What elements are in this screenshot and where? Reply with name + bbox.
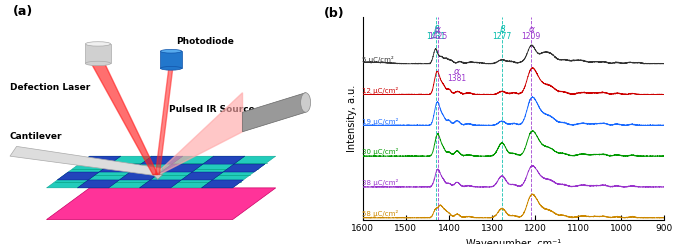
Text: 1425: 1425 (428, 31, 447, 41)
Polygon shape (161, 164, 203, 172)
Ellipse shape (161, 49, 182, 53)
Text: (b): (b) (323, 7, 344, 20)
Polygon shape (119, 172, 161, 180)
Polygon shape (10, 146, 163, 176)
Text: Pulsed IR Source: Pulsed IR Source (170, 105, 255, 114)
Text: 19 μC/cm²: 19 μC/cm² (362, 118, 398, 124)
Polygon shape (223, 164, 265, 172)
Ellipse shape (85, 61, 111, 66)
Polygon shape (92, 63, 158, 174)
Text: 1209: 1209 (521, 31, 541, 41)
Y-axis label: Intensity, a.u.: Intensity, a.u. (347, 85, 357, 152)
Polygon shape (203, 156, 245, 164)
Ellipse shape (85, 42, 111, 46)
Text: α: α (528, 24, 534, 33)
Ellipse shape (300, 93, 311, 112)
Polygon shape (141, 156, 183, 164)
Text: 12 μC/cm²: 12 μC/cm² (362, 87, 398, 94)
Text: 1277: 1277 (492, 31, 512, 41)
Text: 1381: 1381 (447, 74, 466, 83)
X-axis label: Wavenumber, cm⁻¹: Wavenumber, cm⁻¹ (466, 239, 561, 244)
Polygon shape (155, 93, 243, 174)
Polygon shape (155, 68, 173, 174)
Text: 1431: 1431 (426, 31, 445, 41)
Polygon shape (77, 180, 119, 188)
Polygon shape (161, 51, 182, 68)
Text: 38 μC/cm²: 38 μC/cm² (362, 179, 398, 186)
Polygon shape (58, 172, 99, 180)
Polygon shape (79, 156, 121, 164)
Polygon shape (99, 164, 141, 172)
Polygon shape (140, 180, 181, 188)
Text: Cantilever: Cantilever (10, 132, 62, 141)
Polygon shape (181, 172, 223, 180)
Polygon shape (47, 156, 276, 188)
Text: Defection Laser: Defection Laser (10, 83, 90, 92)
Text: α: α (454, 67, 460, 76)
Polygon shape (47, 188, 276, 220)
Text: Photodiode: Photodiode (176, 37, 234, 46)
Text: 5 μC/cm²: 5 μC/cm² (362, 56, 394, 63)
Text: (a): (a) (14, 5, 33, 18)
Text: β: β (499, 24, 505, 33)
Polygon shape (153, 174, 163, 179)
Text: 58 μC/cm²: 58 μC/cm² (362, 210, 398, 217)
Text: α: α (435, 24, 441, 33)
Ellipse shape (161, 66, 182, 70)
Polygon shape (243, 93, 306, 132)
Text: β: β (433, 24, 439, 33)
Polygon shape (201, 180, 243, 188)
Polygon shape (85, 44, 111, 63)
Text: 30 μC/cm²: 30 μC/cm² (362, 148, 398, 155)
